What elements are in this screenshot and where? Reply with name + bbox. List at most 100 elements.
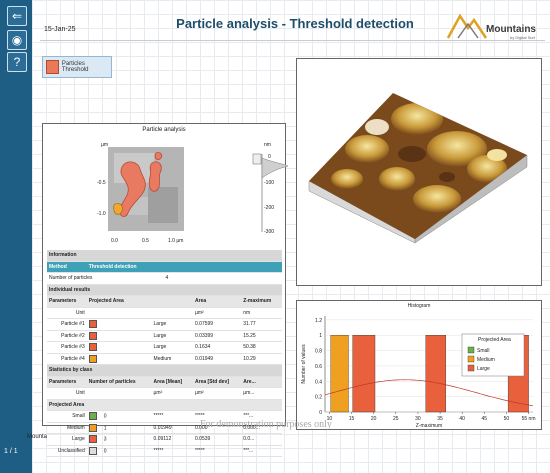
individual-results-header: Individual results	[47, 284, 282, 296]
page-title: Particle analysis - Threshold detection	[176, 16, 414, 31]
stats-unit-mean: µm²	[151, 387, 194, 400]
y-axis-label: Number of values	[301, 344, 307, 384]
method-label: Method	[47, 261, 87, 273]
watermark-text: For demonstration purposes only	[200, 419, 332, 430]
col-zmax: Z-maximum	[241, 295, 282, 308]
x-axis-label: Z-maximum	[416, 423, 442, 429]
nparticles-value: 4	[151, 272, 282, 285]
particles-icon	[46, 60, 59, 74]
stats-col-std: Area [Std dev]	[193, 376, 242, 388]
col-projected-area: Projected Area	[86, 295, 194, 308]
unit-area: µm²	[193, 307, 242, 319]
sidebar-name-label: Mounta	[27, 434, 48, 440]
stats-col-mean: Area [Mean]	[151, 376, 194, 388]
height-scale	[252, 153, 289, 232]
projected-area-header: Projected Area	[47, 399, 282, 411]
results-table: Information Method Threshold detection Nu…	[47, 250, 282, 457]
scale-tick-label: 0	[268, 154, 271, 160]
y-tick-label: 1.2	[315, 318, 322, 324]
table-row: Medium 1 0.01949 0.000 0.000...	[47, 422, 282, 434]
legend-title: Projected Area	[478, 337, 511, 343]
table-row: Large 3 0.09112 0.0539 0.0...	[47, 433, 282, 446]
legend-swatch	[467, 355, 475, 363]
legend-label: Medium	[477, 357, 495, 363]
table-row: Unclassified 0 ***** ***** ***...	[47, 445, 282, 457]
particle-map	[108, 147, 184, 231]
y-tick-label: 0.8	[315, 349, 322, 355]
class-swatch	[88, 446, 97, 455]
x-tick-label: 45	[482, 416, 488, 422]
logo-subtext: by Digital Surf	[510, 35, 535, 40]
histogram-bar	[330, 335, 349, 413]
legend-label: Small	[477, 348, 490, 354]
col-area: Area	[193, 295, 242, 308]
report-date: 15-Jan-25	[44, 26, 76, 33]
legend-swatch	[467, 364, 475, 372]
back-icon[interactable]: ⇐	[7, 6, 27, 26]
legend-swatch	[467, 346, 475, 354]
3d-surface-view	[308, 93, 528, 244]
x-tick-label: 40	[459, 416, 465, 422]
stats-col-parameters: Parameters	[47, 376, 87, 388]
x-tick-label: 1.0 µm	[168, 238, 184, 244]
help-icon[interactable]: ?	[7, 52, 27, 72]
particles-threshold-label: Particles Threshold	[61, 61, 89, 73]
particle-panel-title: Particle analysis	[142, 127, 186, 133]
class-swatch	[88, 435, 97, 444]
table-row: Particle #2 Large 0.03399 15.25	[47, 330, 282, 342]
x-tick-label: 35	[437, 416, 443, 422]
mountains-logo-icon	[446, 13, 488, 39]
class-swatch	[88, 412, 97, 421]
table-row: Particle #4 Medium 0.01949 10.29	[47, 353, 282, 365]
table-row: Particle #1 Large 0.07599 31.77	[47, 318, 282, 331]
x-tick-label: 55 nm	[522, 416, 536, 422]
scale-tick-label: -100	[264, 180, 275, 186]
legend-label: Large	[477, 366, 490, 372]
unit-zmax: nm	[241, 307, 282, 319]
y-tick-label: -1.0	[97, 211, 106, 217]
histogram-chart: 0 0.2 0.4 0.6 0.8 1 1.2 10 15 20 25 30 35 40 45 50 55 nm…	[301, 316, 536, 429]
x-tick-label: 20	[371, 416, 377, 422]
table-row: Particle #3 Large 0.1634 50.38	[47, 341, 282, 354]
class-swatch	[88, 331, 97, 340]
x-tick-label: 30	[415, 416, 421, 422]
table-row: Small 0 ***** ***** ***...	[47, 410, 282, 423]
x-tick-label: 0.0	[111, 238, 118, 244]
y-tick-label: 0.6	[315, 364, 322, 370]
info-header: Information	[47, 250, 282, 262]
scale-tick-label: -300	[264, 229, 275, 235]
header-divider	[40, 40, 545, 41]
eye-icon[interactable]: ◉	[7, 30, 27, 50]
y-tick-label: 0.4	[315, 379, 322, 385]
class-swatch	[88, 343, 97, 352]
scale-tick-label: -200	[264, 205, 275, 211]
stats-unit-label: Unit	[47, 387, 87, 400]
stats-unit-more: µm...	[241, 387, 282, 400]
stats-col-count: Number of particles	[86, 376, 152, 388]
x-tick-label: 15	[349, 416, 355, 422]
x-tick-label: 0.5	[142, 238, 149, 244]
y-tick-label: 0	[319, 410, 322, 416]
nparticles-label: Number of particles	[47, 272, 152, 285]
y-tick-label: -0.5	[97, 180, 106, 186]
y-tick-label: 1	[319, 333, 322, 339]
stats-header: Statistics by class	[47, 364, 282, 377]
y-tick-label: 0.2	[315, 395, 322, 401]
histogram-bar	[425, 335, 447, 413]
stats-col-more: Are...	[241, 376, 282, 388]
fit-curve	[324, 379, 534, 407]
col-parameters: Parameters	[47, 295, 87, 308]
particles-threshold-button[interactable]: Particles Threshold	[42, 56, 112, 78]
x-tick-label: 50	[504, 416, 510, 422]
scale-unit-label: nm	[264, 142, 271, 148]
x-tick-label: 10	[327, 416, 333, 422]
histogram-title: Histogram	[407, 303, 431, 309]
class-swatch	[88, 320, 97, 329]
page-counter: 1 / 1	[4, 448, 18, 455]
histogram-bar	[352, 335, 376, 413]
y-unit-label: µm	[101, 142, 109, 148]
sidebar: ⇐ ◉ ? 1 / 1	[0, 0, 32, 473]
logo-text: Mountains	[486, 24, 536, 35]
x-tick-label: 25	[393, 416, 399, 422]
method-value: Threshold detection	[86, 261, 282, 273]
